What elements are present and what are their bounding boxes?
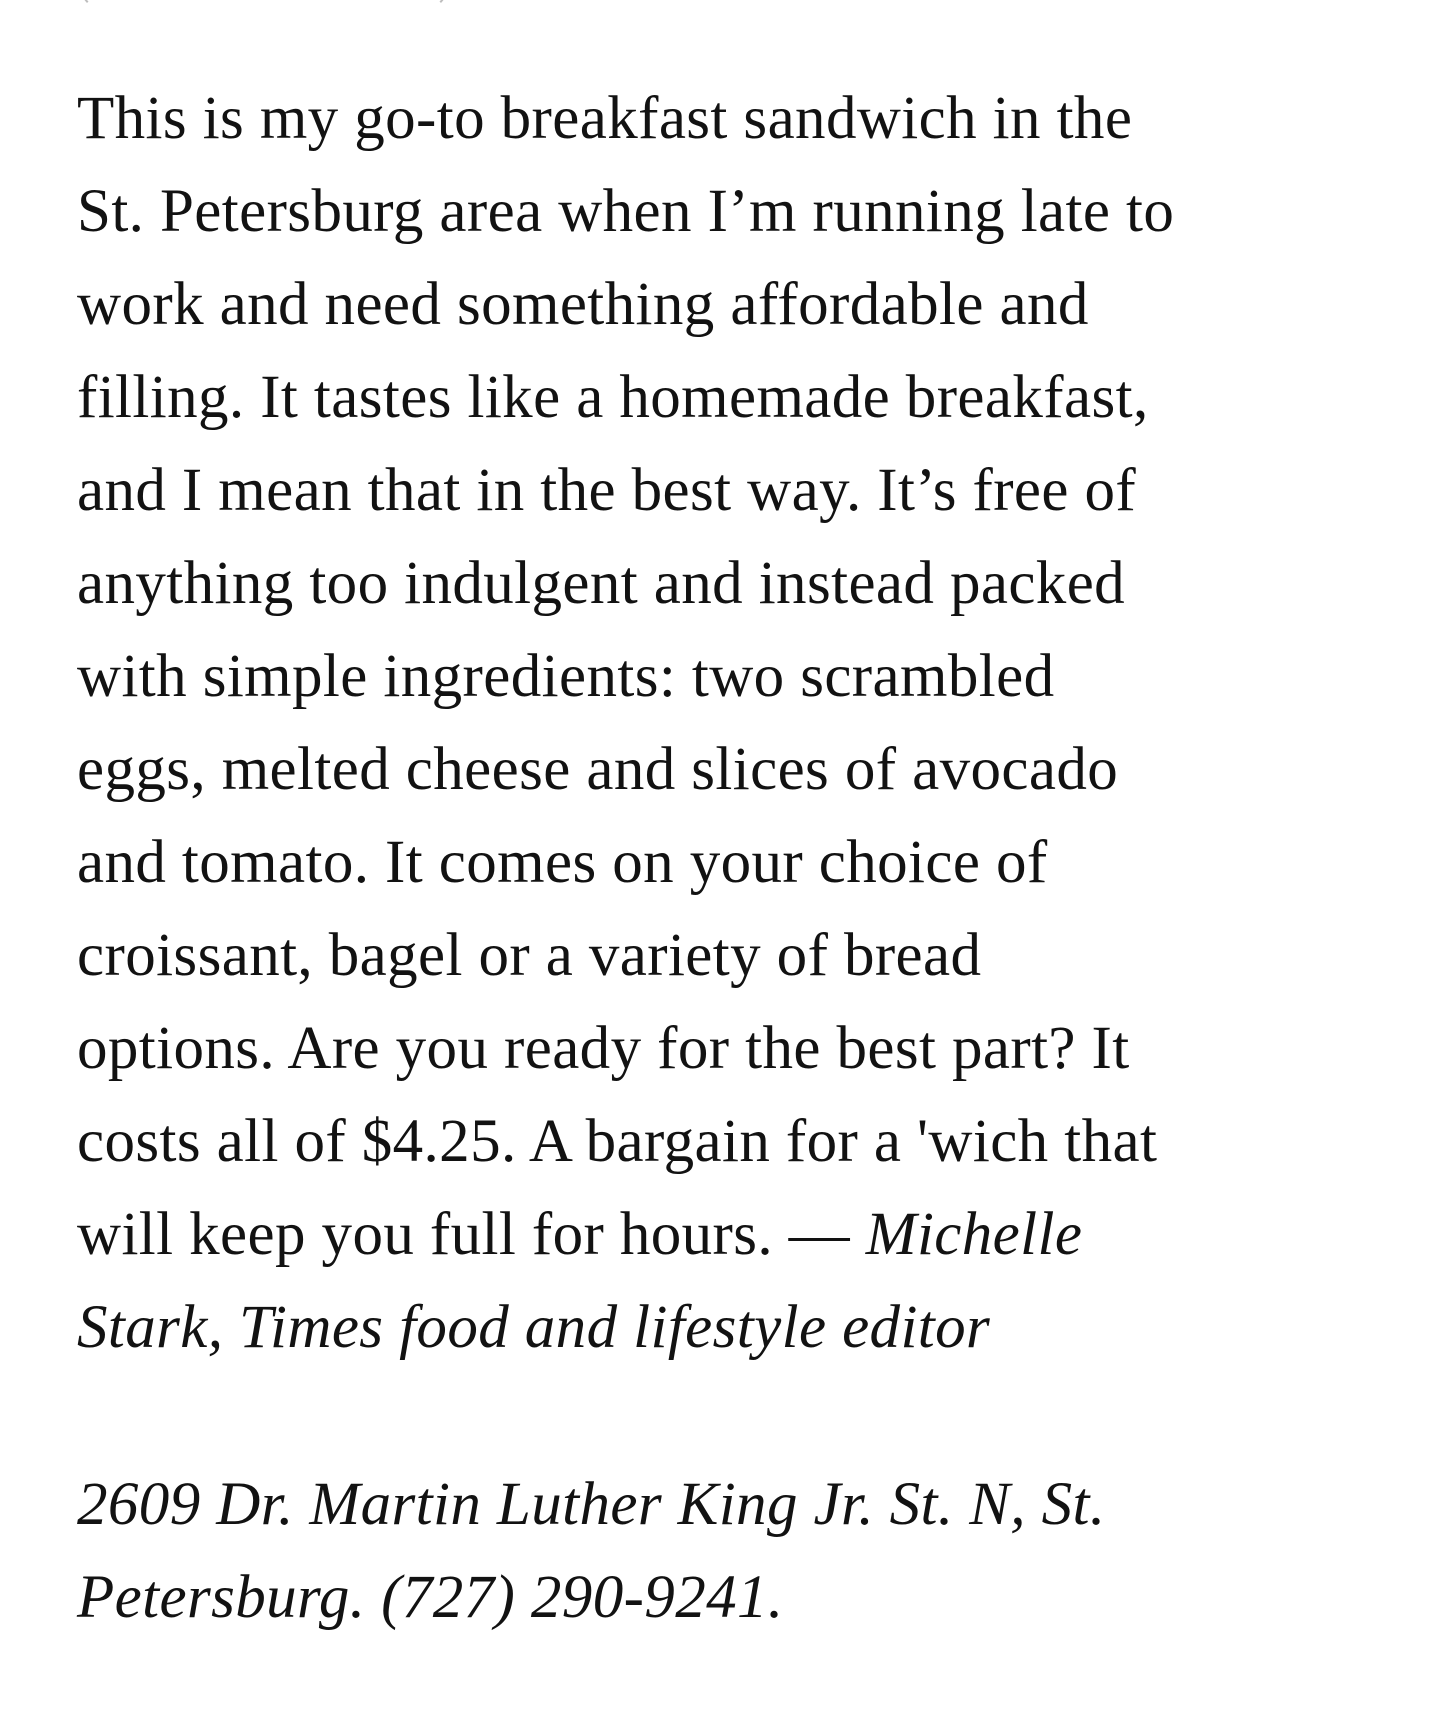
- paragraph-text: will keep you full for hours. —: [77, 1201, 866, 1268]
- paragraph-line: with simple ingredients: two scrambled: [77, 643, 1055, 710]
- paragraph-line: and I mean that in the best way. It’s fr…: [77, 457, 1137, 524]
- byline-title: Stark, Times food and lifestyle editor: [77, 1294, 991, 1361]
- restaurant-address: 2609 Dr. Martin Luther King Jr. St. N, S…: [77, 1458, 1397, 1644]
- article-body: This is my go-to breakfast sandwich in t…: [77, 72, 1397, 1644]
- address-phone-line: Petersburg. (727) 290-9241.: [77, 1564, 784, 1631]
- paragraph-line: filling. It tastes like a homemade break…: [77, 364, 1149, 431]
- paragraph-line: and tomato. It comes on your choice of: [77, 829, 1048, 896]
- paragraph-line: eggs, melted cheese and slices of avocad…: [77, 736, 1119, 803]
- paragraph-line: options. Are you ready for the best part…: [77, 1015, 1130, 1082]
- paragraph-line: work and need something affordable and: [77, 271, 1089, 338]
- paragraph-line: anything too indulgent and instead packe…: [77, 550, 1126, 617]
- paragraph-line: will keep you full for hours. — Michelle: [77, 1188, 1397, 1281]
- cut-off-caption-fragment: [80, 0, 448, 10]
- review-paragraph: This is my go-to breakfast sandwich in t…: [77, 72, 1397, 1374]
- paragraph-line: croissant, bagel or a variety of bread: [77, 922, 982, 989]
- paragraph-line: This is my go-to breakfast sandwich in t…: [77, 85, 1133, 152]
- paragraph-line: costs all of $4.25. A bargain for a 'wic…: [77, 1108, 1158, 1175]
- paragraph-line: St. Petersburg area when I’m running lat…: [77, 178, 1175, 245]
- address-line: 2609 Dr. Martin Luther King Jr. St. N, S…: [77, 1471, 1106, 1538]
- byline-author: Michelle: [865, 1201, 1083, 1268]
